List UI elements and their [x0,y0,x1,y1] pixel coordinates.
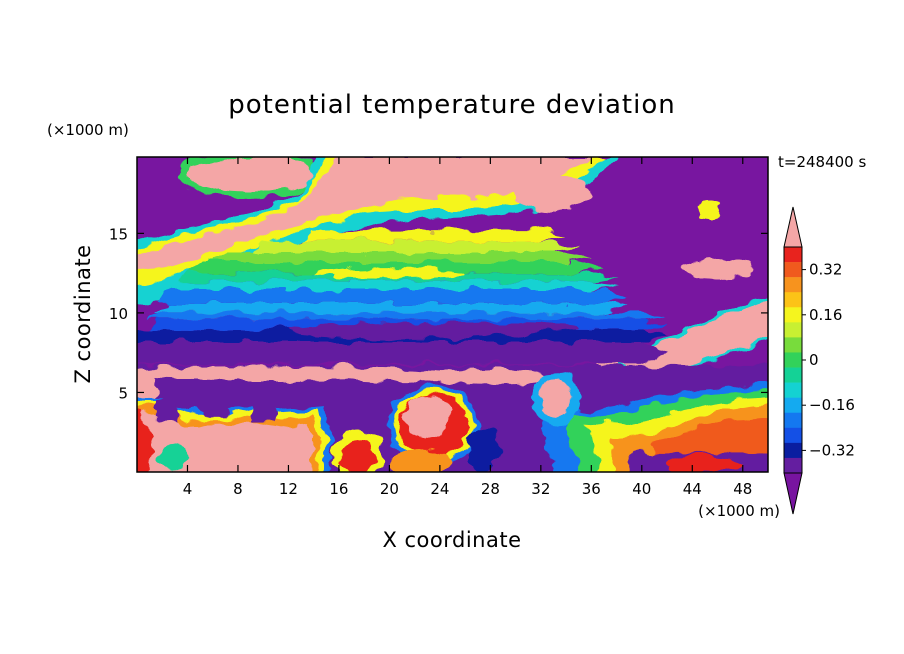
contour-region [389,449,453,472]
contour-region [427,322,579,332]
y-axis-label: Z coordinate [71,244,95,383]
contour-region [155,400,178,423]
x-tick-label: 20 [380,480,399,498]
contour-region [253,400,276,422]
mid-level-band [168,281,617,290]
colorbar-segment [784,457,802,474]
contour-region [427,369,554,384]
colorbar-max-arrow [783,206,803,248]
colorbar-segment [784,277,802,293]
colorbar-segment [784,382,802,398]
colorbar-segment [784,412,802,429]
x-tick-label: 28 [481,480,500,498]
contour-region [340,440,376,472]
time-label: t=248400 s [778,153,866,171]
plot-frame [136,156,769,473]
contour-region [187,157,314,192]
mid-level-band [250,241,579,253]
contour-region [158,443,192,469]
lower-center-positive-region [404,395,450,437]
colorbar-segment [784,247,802,263]
colorbar-segment [784,427,802,444]
colorbar-segment [784,307,802,323]
colorbar-label: 0.16 [809,306,842,324]
contour-region [206,400,228,417]
mid-level-band [147,312,668,320]
x-tick-label: 24 [430,480,449,498]
y-tick-label: 15 [109,225,128,243]
mid-level-band [212,252,592,262]
colorbar-label: 0.32 [809,261,842,279]
contour-region [682,257,753,280]
x-tick-label: 4 [183,480,193,498]
contour-region [539,379,573,418]
colorbar-label: 0 [809,351,819,369]
upper-positive-region [137,157,592,271]
mid-level-band [157,289,630,304]
x-axis-ticks: 4 8 12 16 20 24 28 32 36 40 44 48 [183,157,752,498]
contour-region [467,427,501,469]
contour-region [667,454,743,472]
y-axis-ticks: 5 10 15 [109,225,768,402]
colorbar-segment [784,292,802,308]
x-tick-label: 12 [279,480,298,498]
x-tick-label: 40 [632,480,651,498]
contour-field [137,157,768,472]
colorbar-segment [784,262,802,278]
colorbar-segment [784,442,802,459]
x-axis-label: X coordinate [382,528,521,552]
mid-level-band [155,303,630,313]
contour-region [697,201,721,221]
contour-region [515,176,592,212]
x-tick-label: 8 [233,480,243,498]
x-unit-label: (×1000 m) [698,502,780,520]
contour-region [137,409,153,472]
chart-title: potential temperature deviation [228,90,675,120]
colorbar-min-arrow [783,472,803,515]
x-tick-label: 44 [683,480,702,498]
mid-level-band [301,230,567,242]
x-tick-label: 36 [582,480,601,498]
colorbar-label: −0.32 [809,441,855,459]
colorbar: 0.32 0.16 0 −0.16 −0.32 [783,206,855,515]
colorbar-segment [784,367,802,383]
colorbar-segment [784,322,802,338]
x-tick-label: 16 [329,480,348,498]
x-tick-label: 48 [733,480,752,498]
y-unit-label: (×1000 m) [47,121,129,139]
colorbar-segment [784,352,802,368]
y-tick-label: 10 [109,305,128,323]
y-tick-label: 5 [118,384,128,402]
colorbar-segment [784,337,802,353]
colorbar-label: −0.16 [809,396,855,414]
x-tick-label: 32 [531,480,550,498]
contour-region [313,267,466,279]
mid-level-band [137,341,668,364]
contour-region [137,370,158,409]
colorbar-segment [784,397,802,414]
mid-level-band [187,262,604,274]
